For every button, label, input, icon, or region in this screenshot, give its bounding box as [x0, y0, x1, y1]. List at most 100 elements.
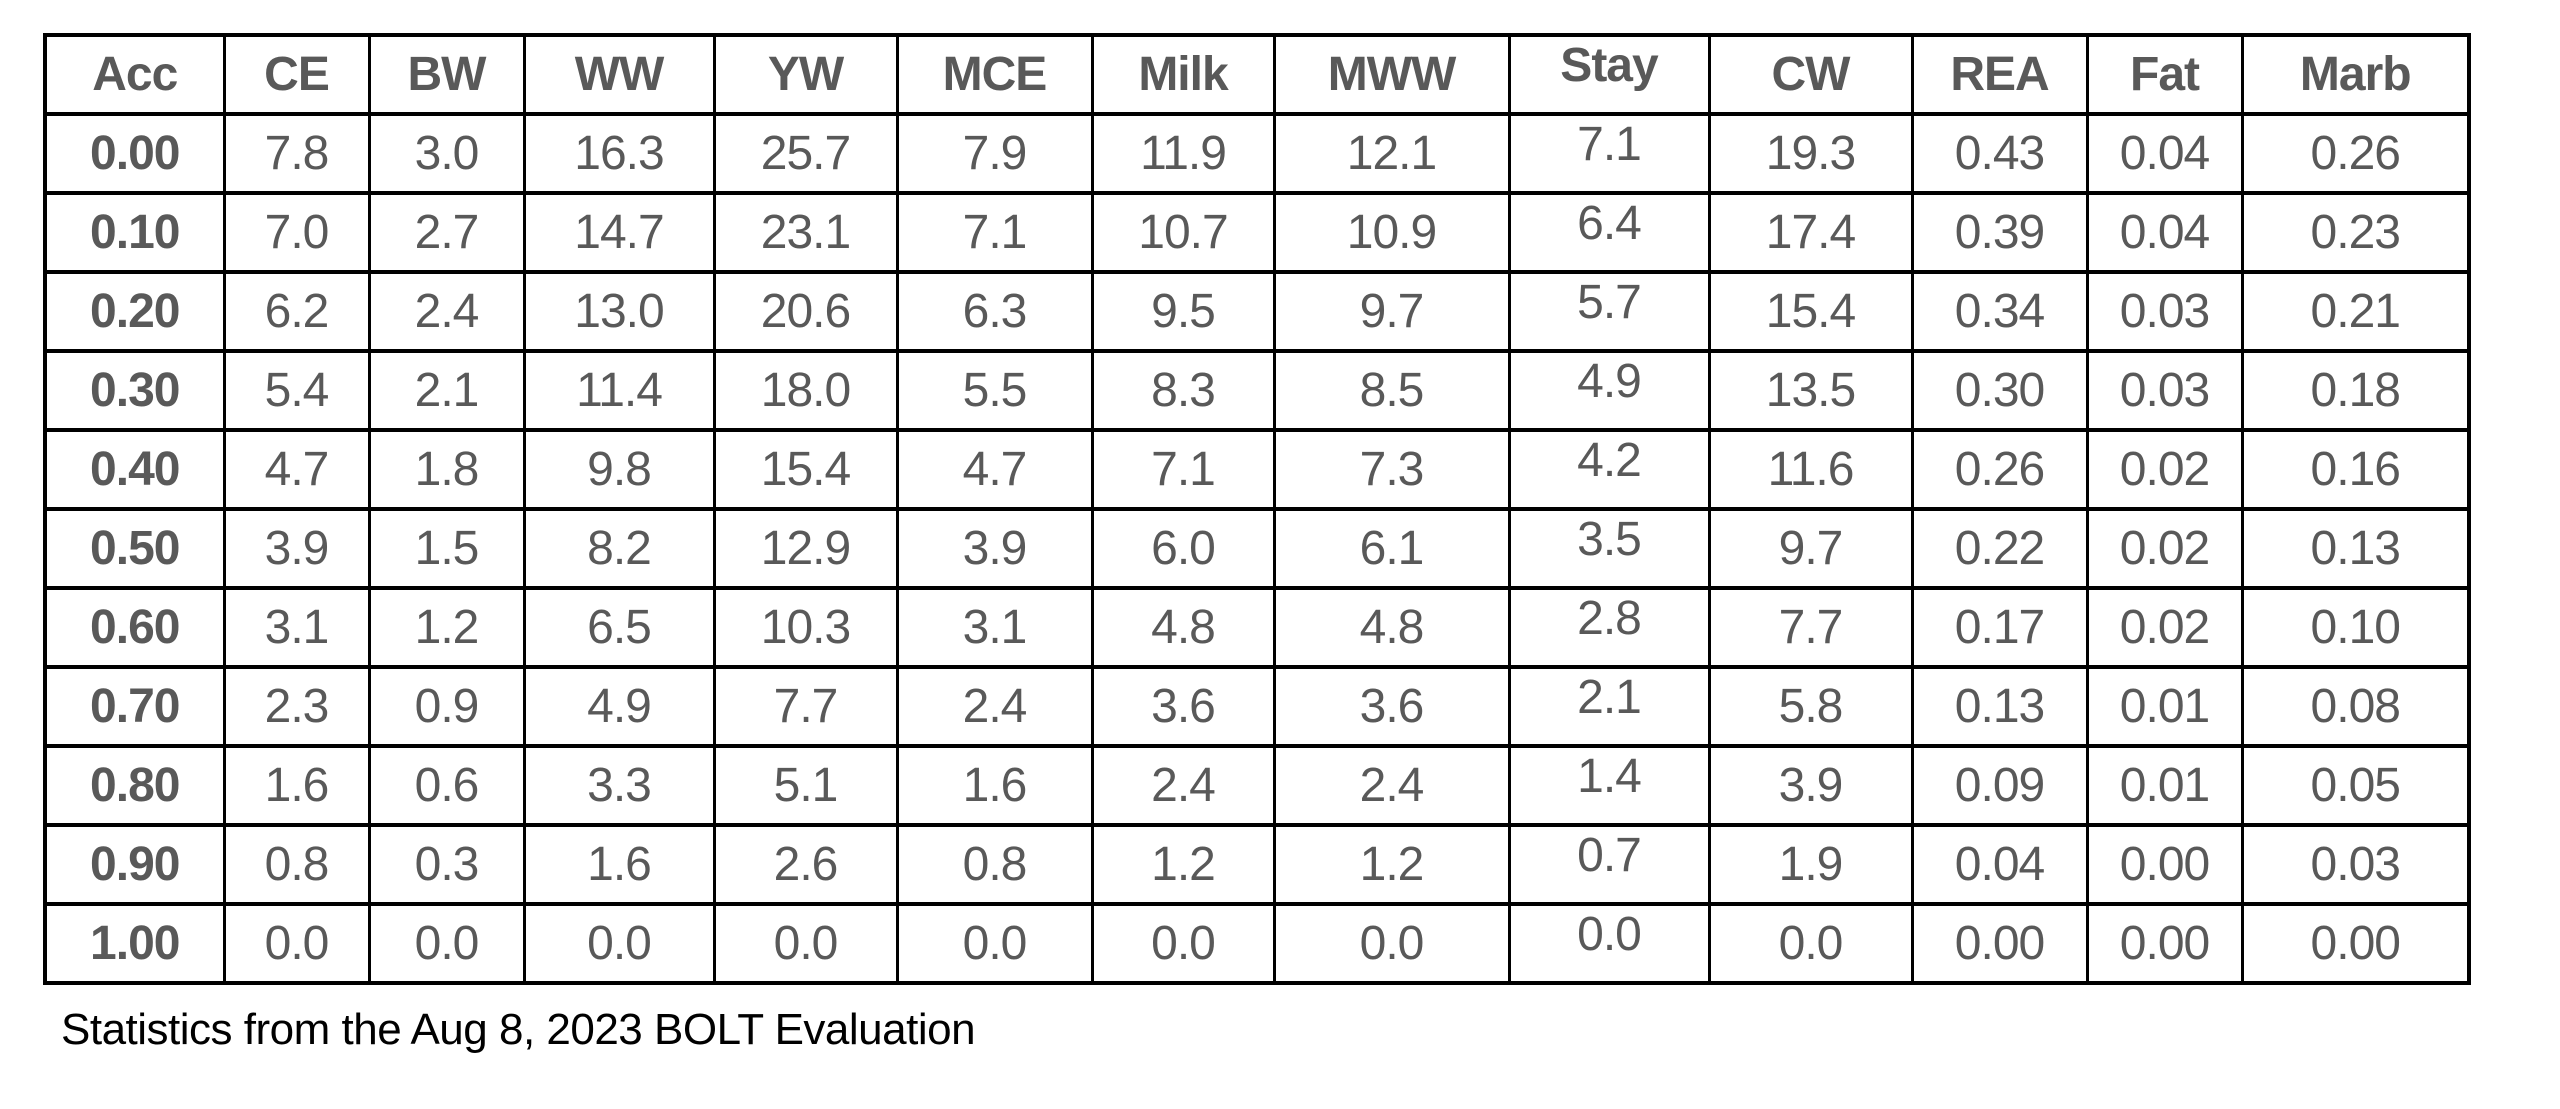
column-header-label: Acc [92, 47, 178, 101]
table-cell-rea: 0.39 [1910, 191, 2089, 274]
column-header-mww: MWW [1272, 33, 1511, 116]
cell-value: 1.00 [90, 916, 180, 970]
table-cell-yw: 23.1 [712, 191, 899, 274]
table-cell-rea: 0.43 [1910, 112, 2089, 195]
cell-value: 2.4 [414, 284, 480, 338]
cell-value: 0.0 [1577, 907, 1642, 961]
cell-value: 0.26 [1954, 442, 2045, 496]
table-cell-fat: 0.02 [2085, 428, 2244, 511]
table-row: 0.50 3.9 1.5 8.2 12.9 3.9 6.0 6.1 3.5 9.7 0.22 0.02… [43, 507, 2471, 590]
cell-value: 0.7 [1577, 828, 1642, 882]
table-cell-ce: 5.4 [222, 349, 371, 432]
table-cell-ww: 0.0 [522, 902, 716, 985]
table-cell-stay: 4.9 [1507, 349, 1711, 432]
table-cell-yw: 20.6 [712, 270, 899, 353]
row-label-acc: 0.30 [43, 349, 226, 432]
column-header-label: Milk [1138, 47, 1228, 101]
cell-value: 2.1 [1577, 670, 1642, 724]
table-cell-ce: 3.1 [222, 586, 371, 669]
table-cell-milk: 1.2 [1090, 823, 1276, 906]
table-row: 0.60 3.1 1.2 6.5 10.3 3.1 4.8 4.8 2.8 7.7 0.17 0.02… [43, 586, 2471, 669]
cell-value: 0.02 [2119, 600, 2210, 654]
table-cell-milk: 3.6 [1090, 665, 1276, 748]
header-row: Acc CE BW WW YW MCE Milk MWW Stay CW REA Fat Marb [43, 33, 2471, 116]
cell-value: 0.20 [90, 284, 180, 338]
table-cell-fat: 0.00 [2085, 823, 2244, 906]
table-cell-bw: 2.4 [367, 270, 526, 353]
cell-value: 1.4 [1577, 749, 1642, 803]
cell-value: 6.2 [264, 284, 330, 338]
column-header-fat: Fat [2085, 33, 2244, 116]
cell-value: 5.5 [962, 363, 1028, 417]
cell-value: 0.43 [1954, 126, 2045, 180]
table-cell-mww: 4.8 [1272, 586, 1511, 669]
cell-value: 0.04 [1954, 837, 2045, 891]
cell-value: 8.3 [1151, 363, 1216, 417]
cell-value: 7.7 [773, 679, 839, 733]
cell-value: 0.03 [2310, 837, 2401, 891]
column-header-rea: REA [1910, 33, 2089, 116]
column-header-label: BW [407, 47, 487, 101]
table-cell-fat: 0.01 [2085, 665, 2244, 748]
table-cell-mww: 0.0 [1272, 902, 1511, 985]
table-cell-ww: 14.7 [522, 191, 716, 274]
table-row: 1.00 0.0 0.0 0.0 0.0 0.0 0.0 0.0 0.0 0.0 0.00 0.00 0… [43, 902, 2471, 985]
table-cell-mce: 1.6 [895, 744, 1094, 827]
cell-value: 3.5 [1577, 512, 1642, 566]
table-cell-yw: 10.3 [712, 586, 899, 669]
cell-value: 0.16 [2310, 442, 2401, 496]
table-cell-ce: 6.2 [222, 270, 371, 353]
cell-value: 4.9 [1577, 354, 1642, 408]
cell-value: 4.8 [1359, 600, 1425, 654]
row-label-acc: 0.60 [43, 586, 226, 669]
table-cell-fat: 0.02 [2085, 586, 2244, 669]
table-cell-mce: 3.9 [895, 507, 1094, 590]
cell-value: 13.0 [574, 284, 664, 338]
table-cell-rea: 0.26 [1910, 428, 2089, 511]
table-cell-stay: 7.1 [1507, 112, 1711, 195]
cell-value: 4.7 [264, 442, 330, 496]
table-cell-ww: 8.2 [522, 507, 716, 590]
table-cell-ce: 0.0 [222, 902, 371, 985]
table-cell-cw: 1.9 [1707, 823, 1914, 906]
cell-value: 0.50 [90, 521, 180, 575]
cell-value: 4.9 [587, 679, 652, 733]
cell-value: 1.2 [1151, 837, 1216, 891]
cell-value: 7.3 [1359, 442, 1425, 496]
cell-value: 0.60 [90, 600, 180, 654]
column-header-milk: Milk [1090, 33, 1276, 116]
table-cell-marb: 0.18 [2240, 349, 2471, 432]
caption: Statistics from the Aug 8, 2023 BOLT Eva… [61, 1005, 976, 1054]
table-cell-fat: 0.03 [2085, 349, 2244, 432]
cell-value: 0.18 [2310, 363, 2401, 417]
table-cell-yw: 15.4 [712, 428, 899, 511]
cell-value: 1.6 [587, 837, 652, 891]
table-cell-cw: 13.5 [1707, 349, 1914, 432]
cell-value: 23.1 [760, 205, 851, 259]
cell-value: 0.22 [1954, 521, 2045, 575]
cell-value: 0.30 [1954, 363, 2045, 417]
cell-value: 1.5 [414, 521, 480, 575]
column-header-acc: Acc [43, 33, 226, 116]
table-cell-fat: 0.01 [2085, 744, 2244, 827]
table-cell-stay: 0.7 [1507, 823, 1711, 906]
column-header-ww: WW [522, 33, 716, 116]
table-cell-bw: 3.0 [367, 112, 526, 195]
table-cell-ww: 13.0 [522, 270, 716, 353]
table-cell-bw: 0.6 [367, 744, 526, 827]
column-header-bw: BW [367, 33, 526, 116]
row-label-acc: 0.10 [43, 191, 226, 274]
cell-value: 7.1 [1577, 117, 1642, 171]
table-row: 0.80 1.6 0.6 3.3 5.1 1.6 2.4 2.4 1.4 3.9 0.09 0.01 0… [43, 744, 2471, 827]
row-label-acc: 0.20 [43, 270, 226, 353]
row-label-acc: 0.90 [43, 823, 226, 906]
cell-value: 0.0 [962, 916, 1028, 970]
cell-value: 3.9 [962, 521, 1028, 575]
cell-value: 17.4 [1765, 205, 1856, 259]
table-cell-mce: 3.1 [895, 586, 1094, 669]
cell-value: 3.1 [962, 600, 1028, 654]
cell-value: 0.26 [2310, 126, 2401, 180]
cell-value: 0.0 [1359, 916, 1425, 970]
cell-value: 9.7 [1359, 284, 1425, 338]
cell-value: 7.0 [264, 205, 330, 259]
